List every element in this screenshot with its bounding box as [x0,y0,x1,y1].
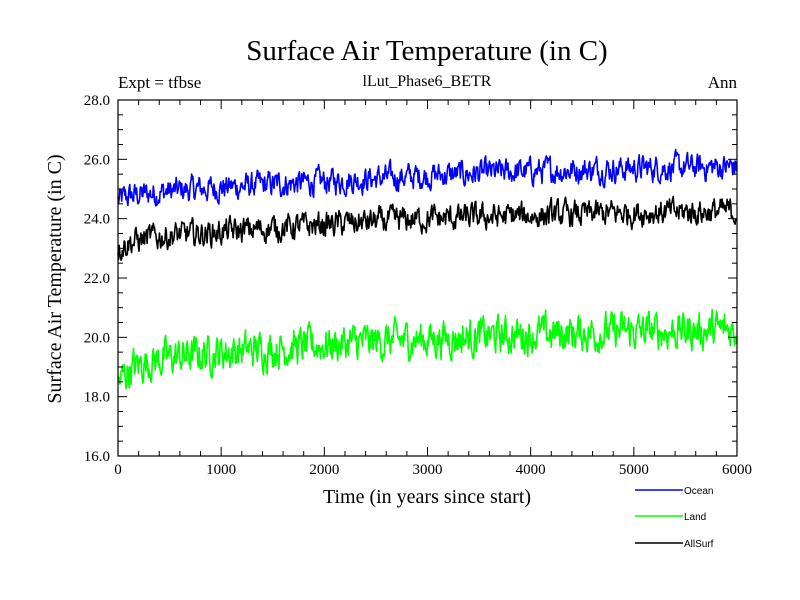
legend: Ocean Land AllSurf [635,486,714,550]
x-axis-label: Time (in years since start) [323,486,531,508]
x-tick-label: 4000 [516,462,546,478]
y-tick-label: 18.0 [84,390,110,406]
y-tick-label: 20.0 [84,330,110,346]
legend-label-ocean: Ocean [684,486,713,497]
y-axis-label: Surface Air Temperature (in C) [44,154,66,403]
series-line-land [117,308,738,390]
y-tick-label: 28.0 [84,93,110,109]
experiment-label: Expt = tfbse [118,73,201,92]
y-tick-label: 22.0 [84,271,110,287]
legend-label-allsurf: AllSurf [684,539,714,550]
x-tick-label: 5000 [619,462,649,478]
series-layer [117,148,738,390]
tick-layer: 0 1000 2000 3000 4000 5000 6000 16.0 18.0 20.0 22.… [84,93,752,478]
series-line-allsurf [117,195,738,261]
legend-label-land: Land [684,512,706,523]
y-tick-label: 16.0 [84,449,110,465]
y-tick-label: 24.0 [84,212,110,228]
series-line-ocean [117,148,738,207]
y-tick-label: 26.0 [84,152,110,168]
season-label: Ann [708,73,738,92]
x-tick-label: 1000 [206,462,236,478]
run-label: lLut_Phase6_BETR [363,73,492,90]
chart-title: Surface Air Temperature (in C) [246,35,607,67]
plot-frame [117,99,738,457]
x-tick-label: 3000 [413,462,443,478]
x-tick-label: 6000 [722,462,752,478]
x-tick-label: 2000 [309,462,339,478]
x-tick-label: 0 [114,462,122,478]
